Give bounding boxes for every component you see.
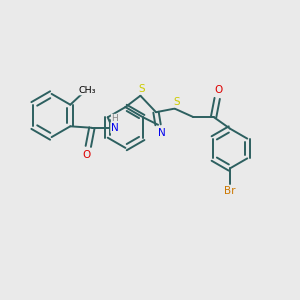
Text: H: H [111,114,118,123]
Text: Br: Br [224,185,236,196]
Text: N: N [111,123,119,133]
Text: N: N [158,128,166,138]
Text: S: S [139,84,145,94]
Text: S: S [174,97,180,107]
Text: O: O [214,85,223,95]
Text: CH₃: CH₃ [79,86,96,95]
Text: O: O [83,150,91,160]
